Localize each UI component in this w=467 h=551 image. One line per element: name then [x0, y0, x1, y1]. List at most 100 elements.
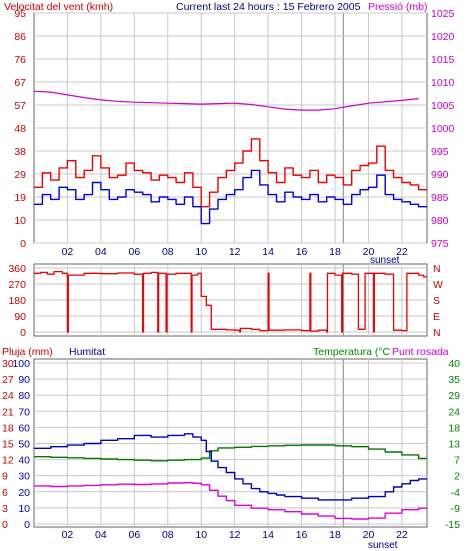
direction-series-group: [33, 270, 427, 333]
wind-tick-label: 86: [14, 31, 26, 43]
pressure-tick-label: 1000: [431, 123, 455, 135]
temperature-series: [33, 444, 427, 462]
humidity-tick-label: 20: [18, 487, 30, 499]
humidity-tick-label: 80: [18, 390, 30, 402]
humidity-tick-label: 10: [18, 503, 30, 515]
pressure-tick-label: 975: [431, 238, 449, 250]
temperature-tick-label: 24: [448, 406, 460, 418]
x-tick-label: 12: [229, 246, 241, 258]
rain-tick-label: 15: [2, 439, 14, 451]
gust-line: [34, 138, 427, 208]
wind-tick-label: 76: [14, 54, 26, 66]
pressure-tick-label: 990: [431, 169, 449, 181]
wind-tick-label: 29: [14, 169, 26, 181]
direction-tick-label: 360: [8, 263, 26, 275]
wind-tick-label: 48: [14, 123, 26, 135]
rain-tick-label: 6: [2, 487, 8, 499]
rain-tick-label: 18: [2, 422, 14, 434]
wind-series: [33, 169, 427, 225]
humidity-tick-label: 50: [18, 439, 30, 451]
pressure-tick-label: 1005: [431, 100, 455, 112]
pressure-line: [33, 90, 419, 111]
pressure-right-ticks: 1025 1020 1015 1010 1005 1000 995 990 985 980 975: [431, 8, 455, 250]
direction-tick-label: 180: [8, 295, 26, 307]
humidity-gridlines: [34, 359, 427, 527]
rain-tick-label: 21: [2, 406, 14, 418]
x-tick-label: 12: [229, 529, 241, 541]
compass-label: E: [433, 311, 440, 323]
humidity-series-group: [33, 433, 427, 520]
x-tick-label: 04: [95, 246, 107, 258]
pressure-tick-label: 985: [431, 192, 449, 204]
x-tick-label: 10: [195, 529, 207, 541]
temperature-tick-label: -9: [451, 503, 460, 515]
dewpoint-line: [34, 482, 427, 520]
direction-tick-label: 90: [14, 311, 26, 323]
chart-title: Current last 24 hours : 15 Febrero 2005: [176, 1, 361, 13]
pressure-tick-label: 1015: [431, 54, 455, 66]
humidity-series: [33, 433, 427, 501]
pressure-tick-label: 1010: [431, 77, 455, 89]
gust-series: [33, 138, 427, 208]
compass-label: W: [433, 279, 443, 291]
x-tick-label: 08: [162, 529, 174, 541]
x-tick-label: 02: [62, 246, 74, 258]
wind-tick-label: 57: [14, 100, 26, 112]
compass-label: S: [433, 295, 440, 307]
x-tick-label: 16: [296, 246, 308, 258]
temperature-tick-label: 18: [448, 422, 460, 434]
x-tick-label: 18: [329, 246, 341, 258]
dewpoint-label: Punt rosada: [392, 346, 449, 358]
rain-tick-label: 24: [2, 390, 14, 402]
rain-tick-label: 27: [2, 374, 14, 386]
wind-left-ticks: 95 86 76 67 57 48 38 29 19 10 0: [14, 8, 26, 250]
wind-tick-label: 95: [14, 8, 26, 20]
wind-speed-label: Velocitat del vent (kmh): [4, 1, 113, 13]
temperature-tick-label: 29: [448, 390, 460, 402]
compass-label: N: [433, 327, 441, 339]
pressure-series: [33, 90, 419, 111]
rain-tick-label: 9: [2, 471, 8, 483]
compass-label: N: [433, 263, 441, 275]
rain-label: Pluja (mm): [2, 346, 53, 358]
x-tick-label: 22: [396, 529, 408, 541]
x-tick-label: 18: [329, 529, 341, 541]
temperature-label: Temperatura (°C: [313, 346, 391, 358]
x-tick-label: 06: [128, 246, 140, 258]
direction-left-ticks: 360 270 180 90 0: [8, 263, 26, 339]
humidity-tick-label: 30: [18, 471, 30, 483]
pressure-tick-label: 980: [431, 215, 449, 227]
rain-tick-label: 12: [2, 455, 14, 467]
x-tick-label: 10: [195, 246, 207, 258]
humidity-x-ticks: 02 04 06 08 10 12 14 16 18 20 22: [62, 529, 408, 541]
x-tick-label: 22: [396, 246, 408, 258]
x-tick-label: 14: [262, 529, 274, 541]
rain-tick-label: 30: [2, 358, 14, 370]
pressure-tick-label: 1025: [431, 8, 455, 20]
wind-tick-label: 67: [14, 77, 26, 89]
wind-series-group: [33, 90, 427, 225]
humidity-tick-label: 90: [18, 374, 30, 386]
pressure-tick-label: 995: [431, 146, 449, 158]
dewpoint-series: [33, 482, 427, 520]
x-tick-label: 04: [95, 529, 107, 541]
rain-tick-label: 3: [2, 503, 8, 515]
temperature-tick-label: 40: [448, 358, 460, 370]
humidity-tick-label: 40: [18, 455, 30, 467]
pressure-tick-label: 1020: [431, 31, 455, 43]
x-tick-label: 20: [363, 246, 375, 258]
temperature-tick-label: 13: [448, 439, 460, 451]
temperature-tick-label: 2: [454, 471, 460, 483]
humidity-tick-label: 70: [18, 406, 30, 418]
humidity-label: Humitat: [69, 346, 105, 358]
sunset-label-bottom: sunset: [368, 540, 398, 551]
wind-tick-label: 0: [20, 238, 26, 250]
x-tick-label: 06: [128, 529, 140, 541]
temperature-right-ticks: 40 35 29 24 18 13 7 2 -4 -9 -15: [445, 358, 460, 531]
